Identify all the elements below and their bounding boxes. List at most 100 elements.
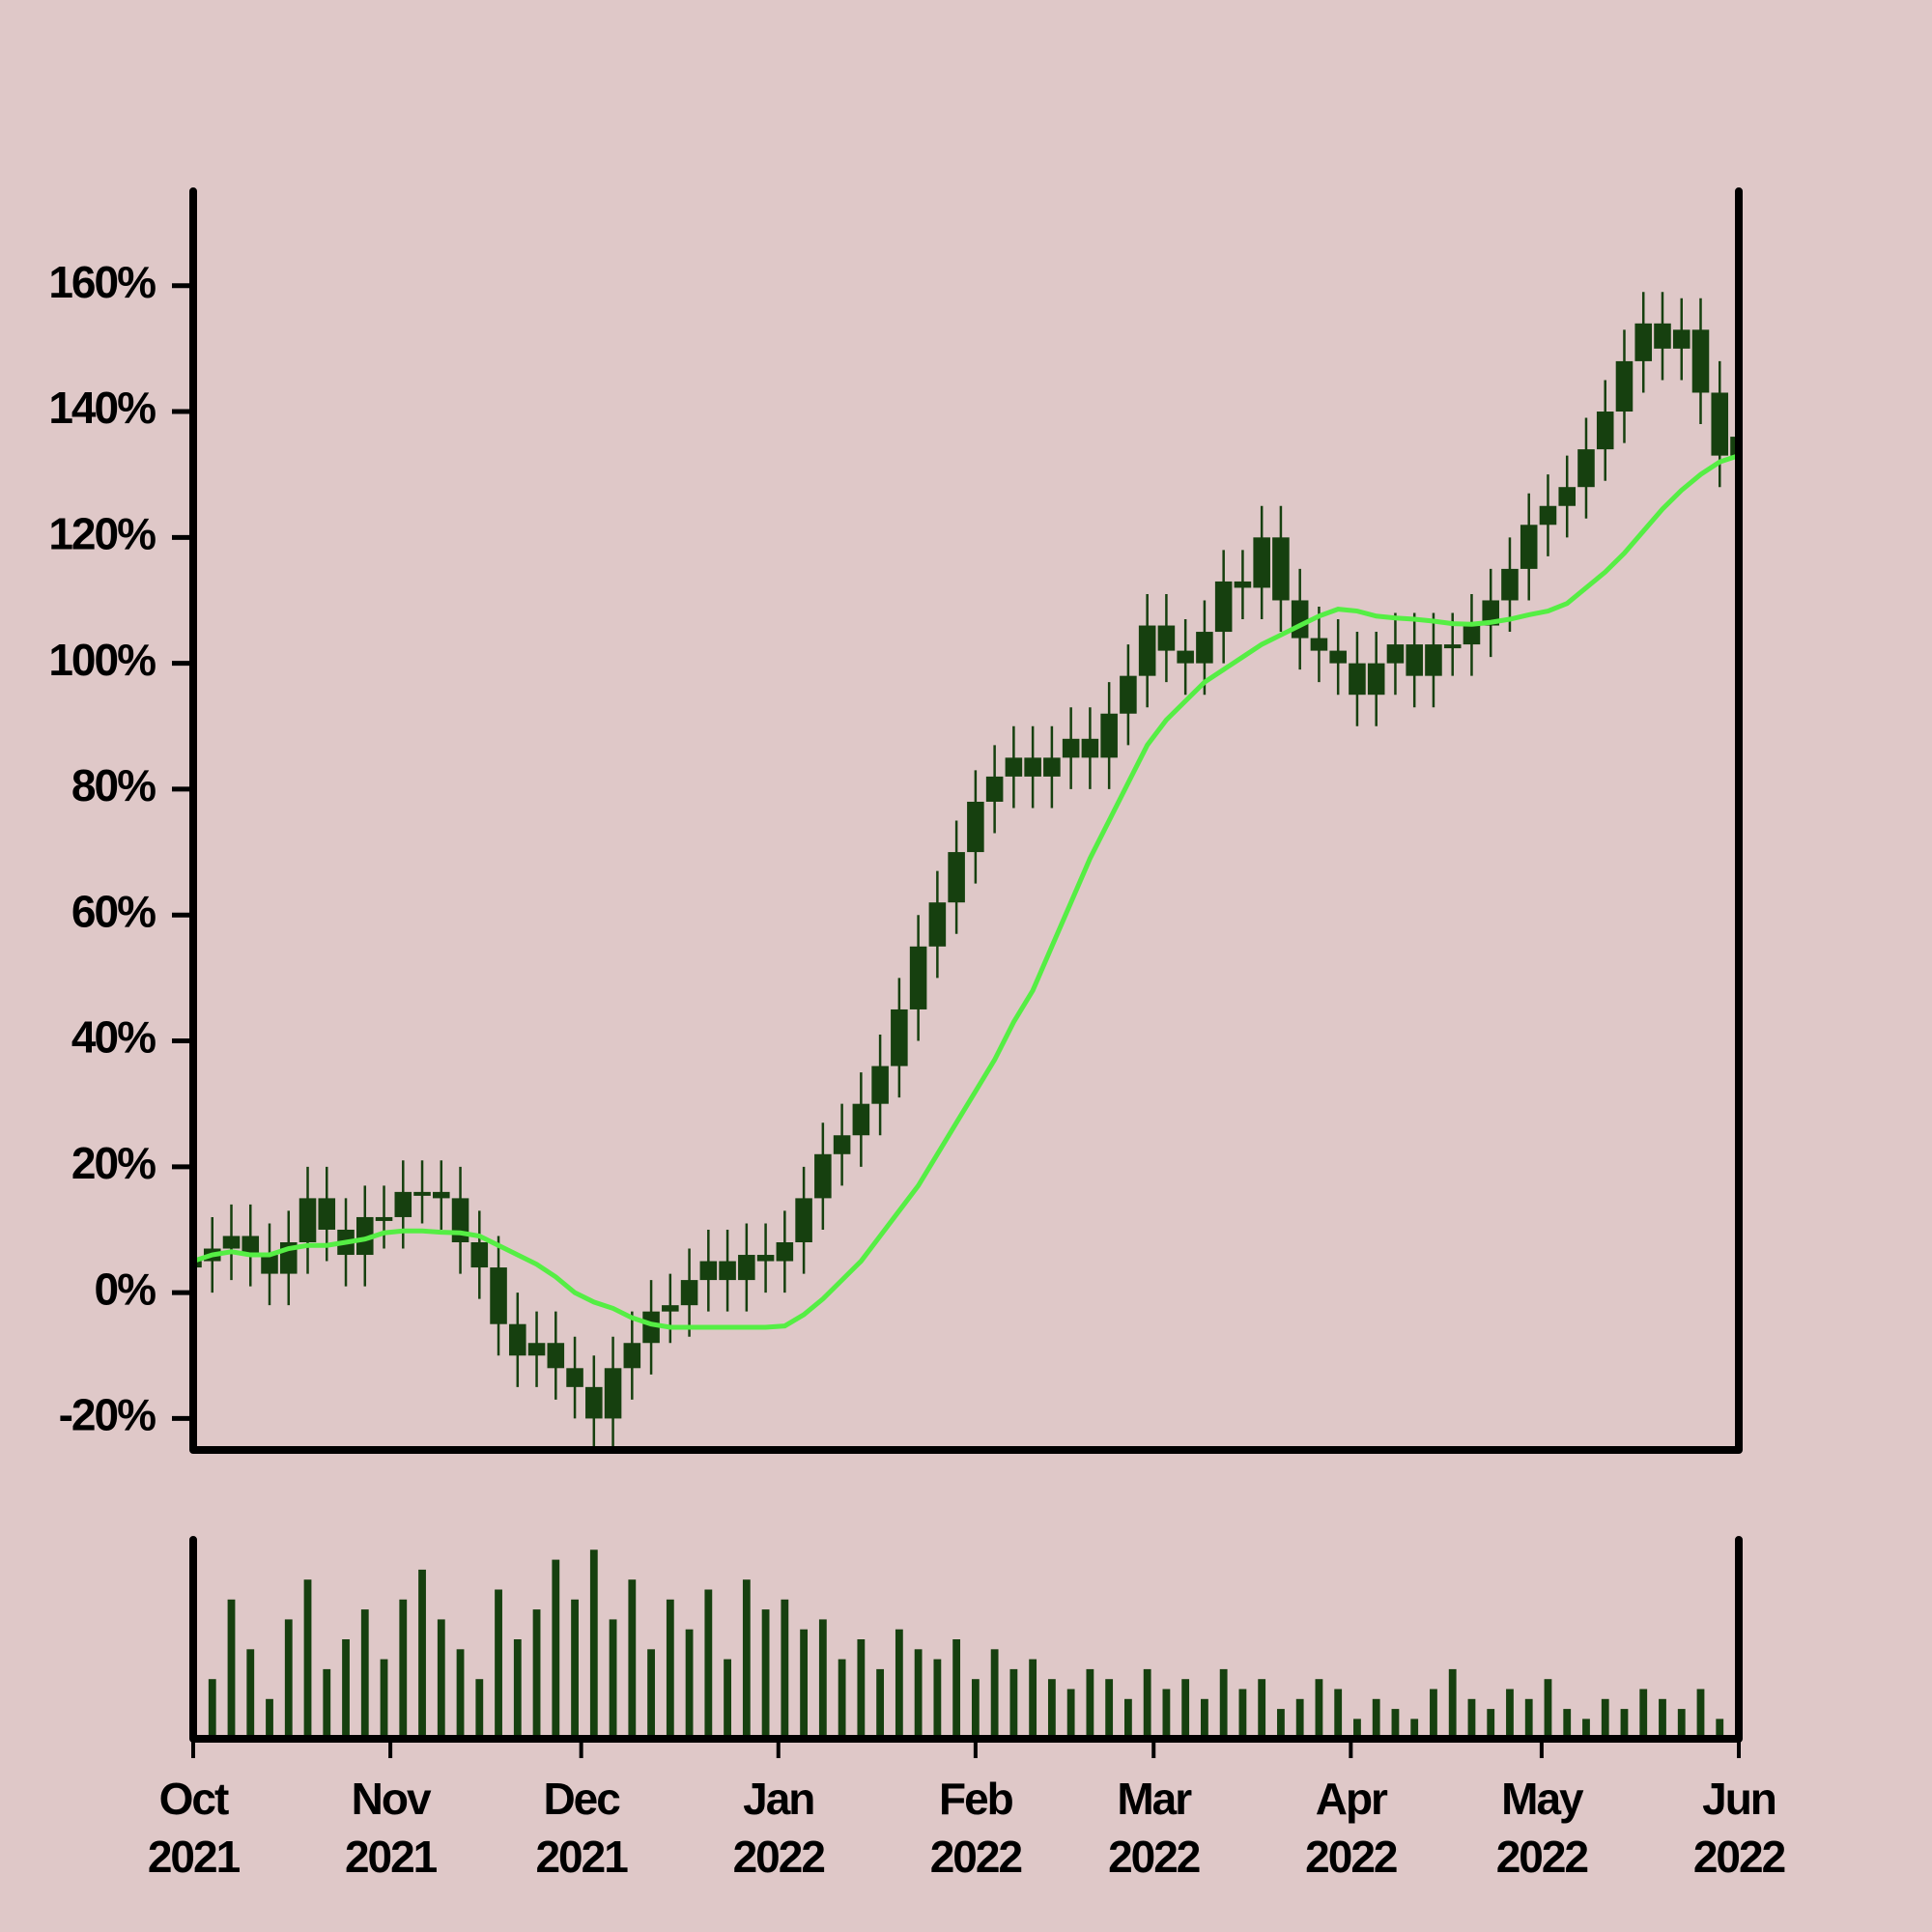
x-tick-label-line: Nov <box>352 1774 432 1824</box>
volume-bar <box>857 1639 866 1739</box>
candle-body <box>776 1242 794 1262</box>
x-tick-label-line: 2022 <box>930 1832 1022 1882</box>
candle-body <box>1062 738 1080 758</box>
volume-bar <box>1659 1698 1666 1739</box>
candle-body <box>1138 625 1156 676</box>
volume-bar <box>1219 1668 1228 1739</box>
x-tick-label-line: 2022 <box>733 1832 825 1882</box>
volume-bar <box>1582 1719 1590 1739</box>
volume-bar <box>1086 1668 1094 1739</box>
x-tick-label: Jan 2022 <box>733 1774 825 1882</box>
x-tick-label-line: May <box>1501 1774 1584 1824</box>
volume-bar <box>990 1649 999 1739</box>
volume-bar <box>1372 1698 1380 1739</box>
volume-bar <box>589 1549 598 1739</box>
candle-body <box>547 1343 565 1369</box>
x-tick-label-line: 2021 <box>148 1832 241 1882</box>
candle-body <box>1120 675 1137 714</box>
candle-body <box>1157 625 1176 651</box>
candle-body <box>1634 323 1653 361</box>
x-tick-label: Nov 2021 <box>345 1774 438 1882</box>
volume-bar <box>761 1609 770 1739</box>
volume-bar <box>1430 1689 1437 1739</box>
candle-body <box>1367 663 1385 696</box>
y-tick-label: 100% <box>48 635 156 685</box>
volume-bar <box>380 1659 388 1739</box>
volume-bar <box>1677 1709 1686 1739</box>
volume-bar <box>342 1639 350 1739</box>
candle-body <box>566 1368 583 1387</box>
candle-body <box>909 946 927 1009</box>
volume-bar <box>495 1589 502 1739</box>
x-tick-label-line: Jun <box>1702 1774 1776 1824</box>
candle-body <box>1349 663 1366 696</box>
candle-body <box>355 1216 374 1256</box>
x-tick-label-line: 2022 <box>1496 1832 1588 1882</box>
volume-bar <box>647 1649 655 1739</box>
candle-body <box>623 1343 641 1369</box>
candle-body <box>413 1191 431 1196</box>
x-tick-label-line: 2022 <box>1108 1832 1200 1882</box>
candle-body <box>433 1191 450 1199</box>
moving-average-line <box>193 453 1739 1330</box>
x-tick-label-line: Apr <box>1316 1774 1388 1824</box>
x-tick-label: May 2022 <box>1496 1774 1588 1882</box>
x-tick-label-line: Dec <box>543 1774 620 1824</box>
volume-bar <box>246 1649 255 1739</box>
volume-bar <box>933 1659 942 1739</box>
candle-body <box>261 1255 278 1274</box>
volume-bar <box>876 1668 885 1739</box>
candle-body <box>222 1236 241 1249</box>
candle-body <box>1214 581 1233 633</box>
volume-bar <box>971 1679 980 1739</box>
volume-bar <box>360 1609 369 1739</box>
volume-bar <box>1143 1668 1151 1739</box>
x-tick-label-line: 2021 <box>345 1832 438 1882</box>
y-tick-label: 160% <box>48 257 156 307</box>
volume-bar <box>1066 1689 1075 1739</box>
volume-bar <box>437 1619 445 1739</box>
candle-body <box>585 1386 603 1419</box>
x-tick-label-line: Feb <box>939 1774 1013 1824</box>
candle-body <box>1043 757 1061 777</box>
candle-body <box>985 776 1004 802</box>
candle-body <box>527 1343 546 1356</box>
volume-bar <box>895 1629 903 1739</box>
candle-body <box>719 1261 736 1281</box>
candle-body <box>1234 581 1252 588</box>
volume-bar <box>1353 1719 1361 1739</box>
x-tick-label-line: Jan <box>743 1774 813 1824</box>
volume-bar <box>208 1679 216 1739</box>
volume-bar <box>1009 1668 1018 1739</box>
candle-body <box>1443 644 1462 649</box>
volume-bar <box>818 1619 827 1739</box>
candle-body <box>1463 625 1481 645</box>
candle-body <box>852 1103 870 1136</box>
candle-body <box>1253 537 1270 588</box>
candle-body <box>948 852 965 903</box>
y-tick-label: 60% <box>71 886 156 936</box>
candle-body <box>318 1198 336 1230</box>
candle-body <box>967 801 984 853</box>
candle-body <box>738 1255 755 1281</box>
volume-bar <box>1047 1679 1056 1739</box>
candle-body <box>1100 713 1118 758</box>
candle-body <box>604 1368 622 1419</box>
candle-body <box>1539 505 1557 526</box>
candle-body <box>242 1236 260 1256</box>
volume-bar <box>266 1698 273 1739</box>
x-tick-label: Feb 2022 <box>930 1774 1022 1882</box>
candle-body <box>1024 757 1041 777</box>
volume-bar <box>1410 1719 1419 1739</box>
volume-bar <box>704 1589 713 1739</box>
volume-bar <box>1162 1689 1171 1739</box>
x-tick-label: Jun 2022 <box>1693 1774 1785 1882</box>
candle-body <box>1654 323 1671 349</box>
volume-bar <box>571 1599 579 1739</box>
x-tick-label-line: 2021 <box>535 1832 628 1882</box>
volume-bar <box>1238 1689 1247 1739</box>
candle-body <box>394 1191 412 1217</box>
volume-bar <box>1639 1689 1648 1739</box>
